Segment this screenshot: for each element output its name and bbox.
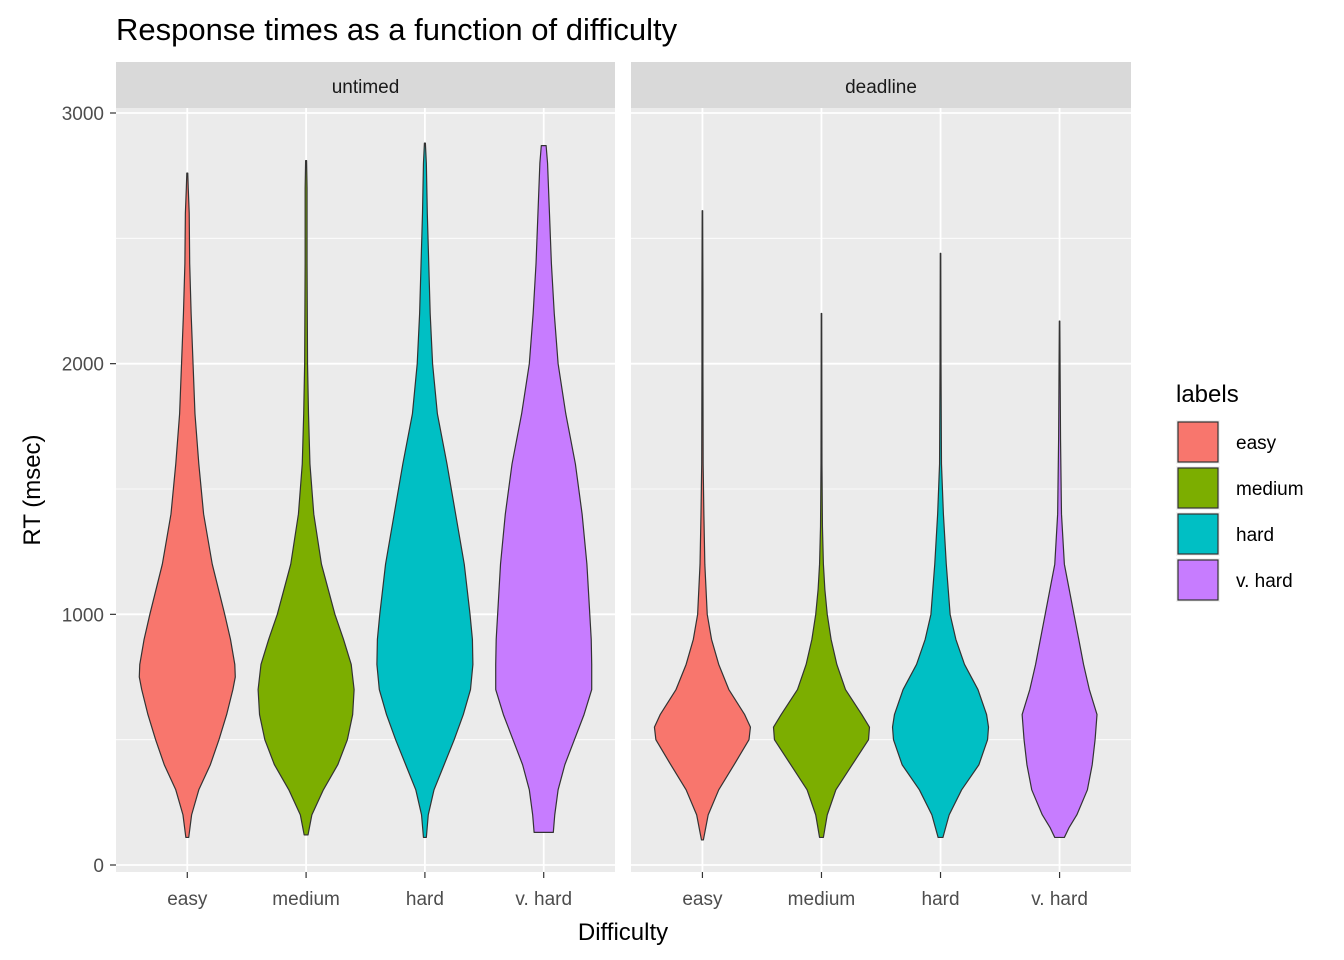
legend-label-v-hard: v. hard: [1236, 571, 1293, 592]
violin-untimed-hard: [376, 142, 474, 839]
panels-layer: untimed easy medium hard v. hard deadline easy…: [62, 62, 1131, 910]
violin-untimed-medium: [257, 160, 355, 836]
x-tick-label: hard: [922, 889, 960, 910]
y-tick-label: 3000: [62, 104, 104, 125]
legend-swatch-hard: [1177, 513, 1219, 555]
chart-title: Response times as a function of difficul…: [116, 12, 678, 47]
violin-untimed-v-hard: [495, 144, 593, 834]
facet-strip-label: deadline: [845, 77, 917, 98]
legend-label-medium: medium: [1236, 479, 1304, 500]
panel-untimed: untimed easy medium hard v. hard: [116, 62, 615, 910]
violin-deadline-medium: [772, 312, 871, 839]
facet-strip: [116, 62, 615, 108]
legend-swatch-v-hard: [1177, 559, 1219, 601]
y-axis-title: RT (msec): [19, 434, 46, 545]
legend-swatch-easy: [1177, 421, 1219, 463]
x-tick-label: hard: [406, 889, 444, 910]
panel-deadline: deadline easy medium hard v. hard: [631, 62, 1131, 910]
legend-label-hard: hard: [1236, 525, 1274, 546]
x-tick-label: v. hard: [515, 889, 572, 910]
facet-strip: [631, 62, 1131, 108]
x-tick-label: v. hard: [1031, 889, 1088, 910]
legend-title: labels: [1176, 381, 1239, 408]
legend-label-easy: easy: [1236, 433, 1277, 454]
y-tick-label: 0: [93, 856, 104, 877]
violin-deadline-v-hard: [1021, 320, 1098, 839]
legend-swatch-medium: [1177, 467, 1219, 509]
x-tick-label: medium: [272, 889, 340, 910]
x-axis-title: Difficulty: [578, 919, 668, 946]
x-tick-label: easy: [682, 889, 723, 910]
violin-untimed-easy: [138, 172, 236, 839]
violin-deadline-easy: [653, 210, 752, 841]
facet-strip-label: untimed: [332, 77, 400, 98]
y-axis: 0 1000 2000 3000: [62, 104, 116, 877]
y-tick-label: 1000: [62, 605, 104, 626]
legend: labels easy medium hard v. hard: [1176, 381, 1304, 602]
y-tick-label: 2000: [62, 355, 104, 376]
x-tick-label: easy: [167, 889, 208, 910]
x-tick-label: medium: [788, 889, 856, 910]
violin-deadline-hard: [891, 252, 990, 839]
